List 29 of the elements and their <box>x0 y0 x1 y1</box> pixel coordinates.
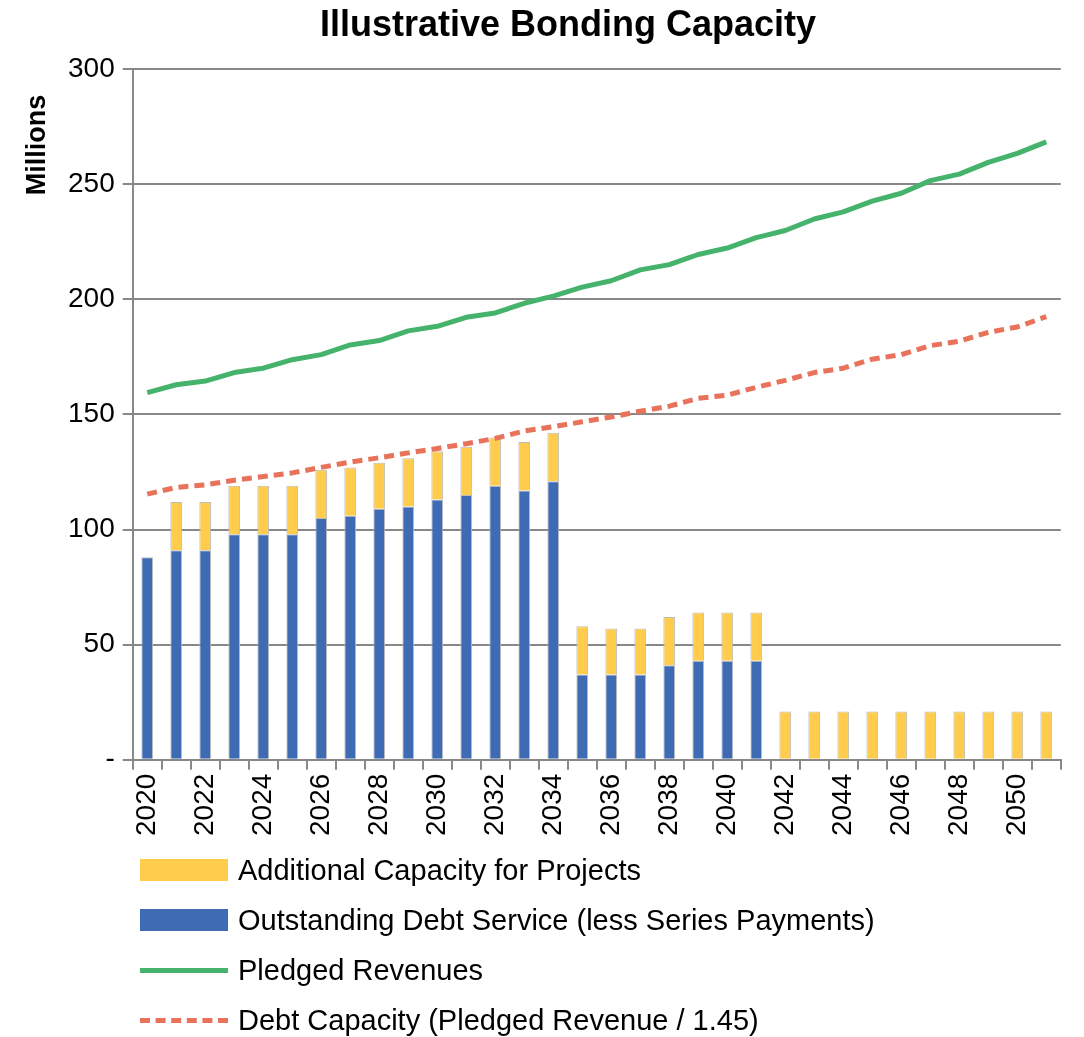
x-tick-label: 2040 <box>709 773 741 837</box>
y-tick-label: 200 <box>68 282 115 314</box>
y-tick-label: - <box>105 742 115 774</box>
y-tick-label: 50 <box>83 627 115 659</box>
x-tick-label: 2028 <box>361 773 393 837</box>
x-tick-label: 2044 <box>825 773 857 837</box>
x-tick-label: 2030 <box>419 773 451 837</box>
x-tick-label: 2048 <box>941 773 973 837</box>
legend-label: Additional Capacity for Projects <box>238 853 641 887</box>
x-tick-label: 2046 <box>883 773 915 837</box>
legend-label: Pledged Revenues <box>238 953 484 987</box>
x-tick-label: 2038 <box>651 773 683 837</box>
x-tick-label: 2020 <box>129 773 161 837</box>
y-tick-label: 300 <box>68 51 115 83</box>
x-tick-label: 2042 <box>767 773 799 837</box>
x-tick-label: 2024 <box>245 773 277 837</box>
x-tick-label: 2026 <box>303 773 335 837</box>
y-axis-title: Millions <box>21 94 52 196</box>
x-tick-label: 2034 <box>535 773 567 837</box>
y-tick-label: 100 <box>68 512 115 544</box>
x-tick-label: 2050 <box>999 773 1031 837</box>
y-tick-label: 250 <box>68 167 115 198</box>
legend-label: Outstanding Debt Service (less Series Payments) <box>238 903 875 937</box>
chart-title: Illustrative Bonding Capacity <box>319 2 817 44</box>
x-tick-label: 2032 <box>477 773 509 837</box>
x-tick-label: 2022 <box>187 773 219 837</box>
x-tick-label: 2036 <box>593 773 625 837</box>
legend-label: Debt Capacity (Pledged Revenue / 1.45) <box>238 1003 759 1037</box>
y-tick-label: 150 <box>68 397 115 429</box>
